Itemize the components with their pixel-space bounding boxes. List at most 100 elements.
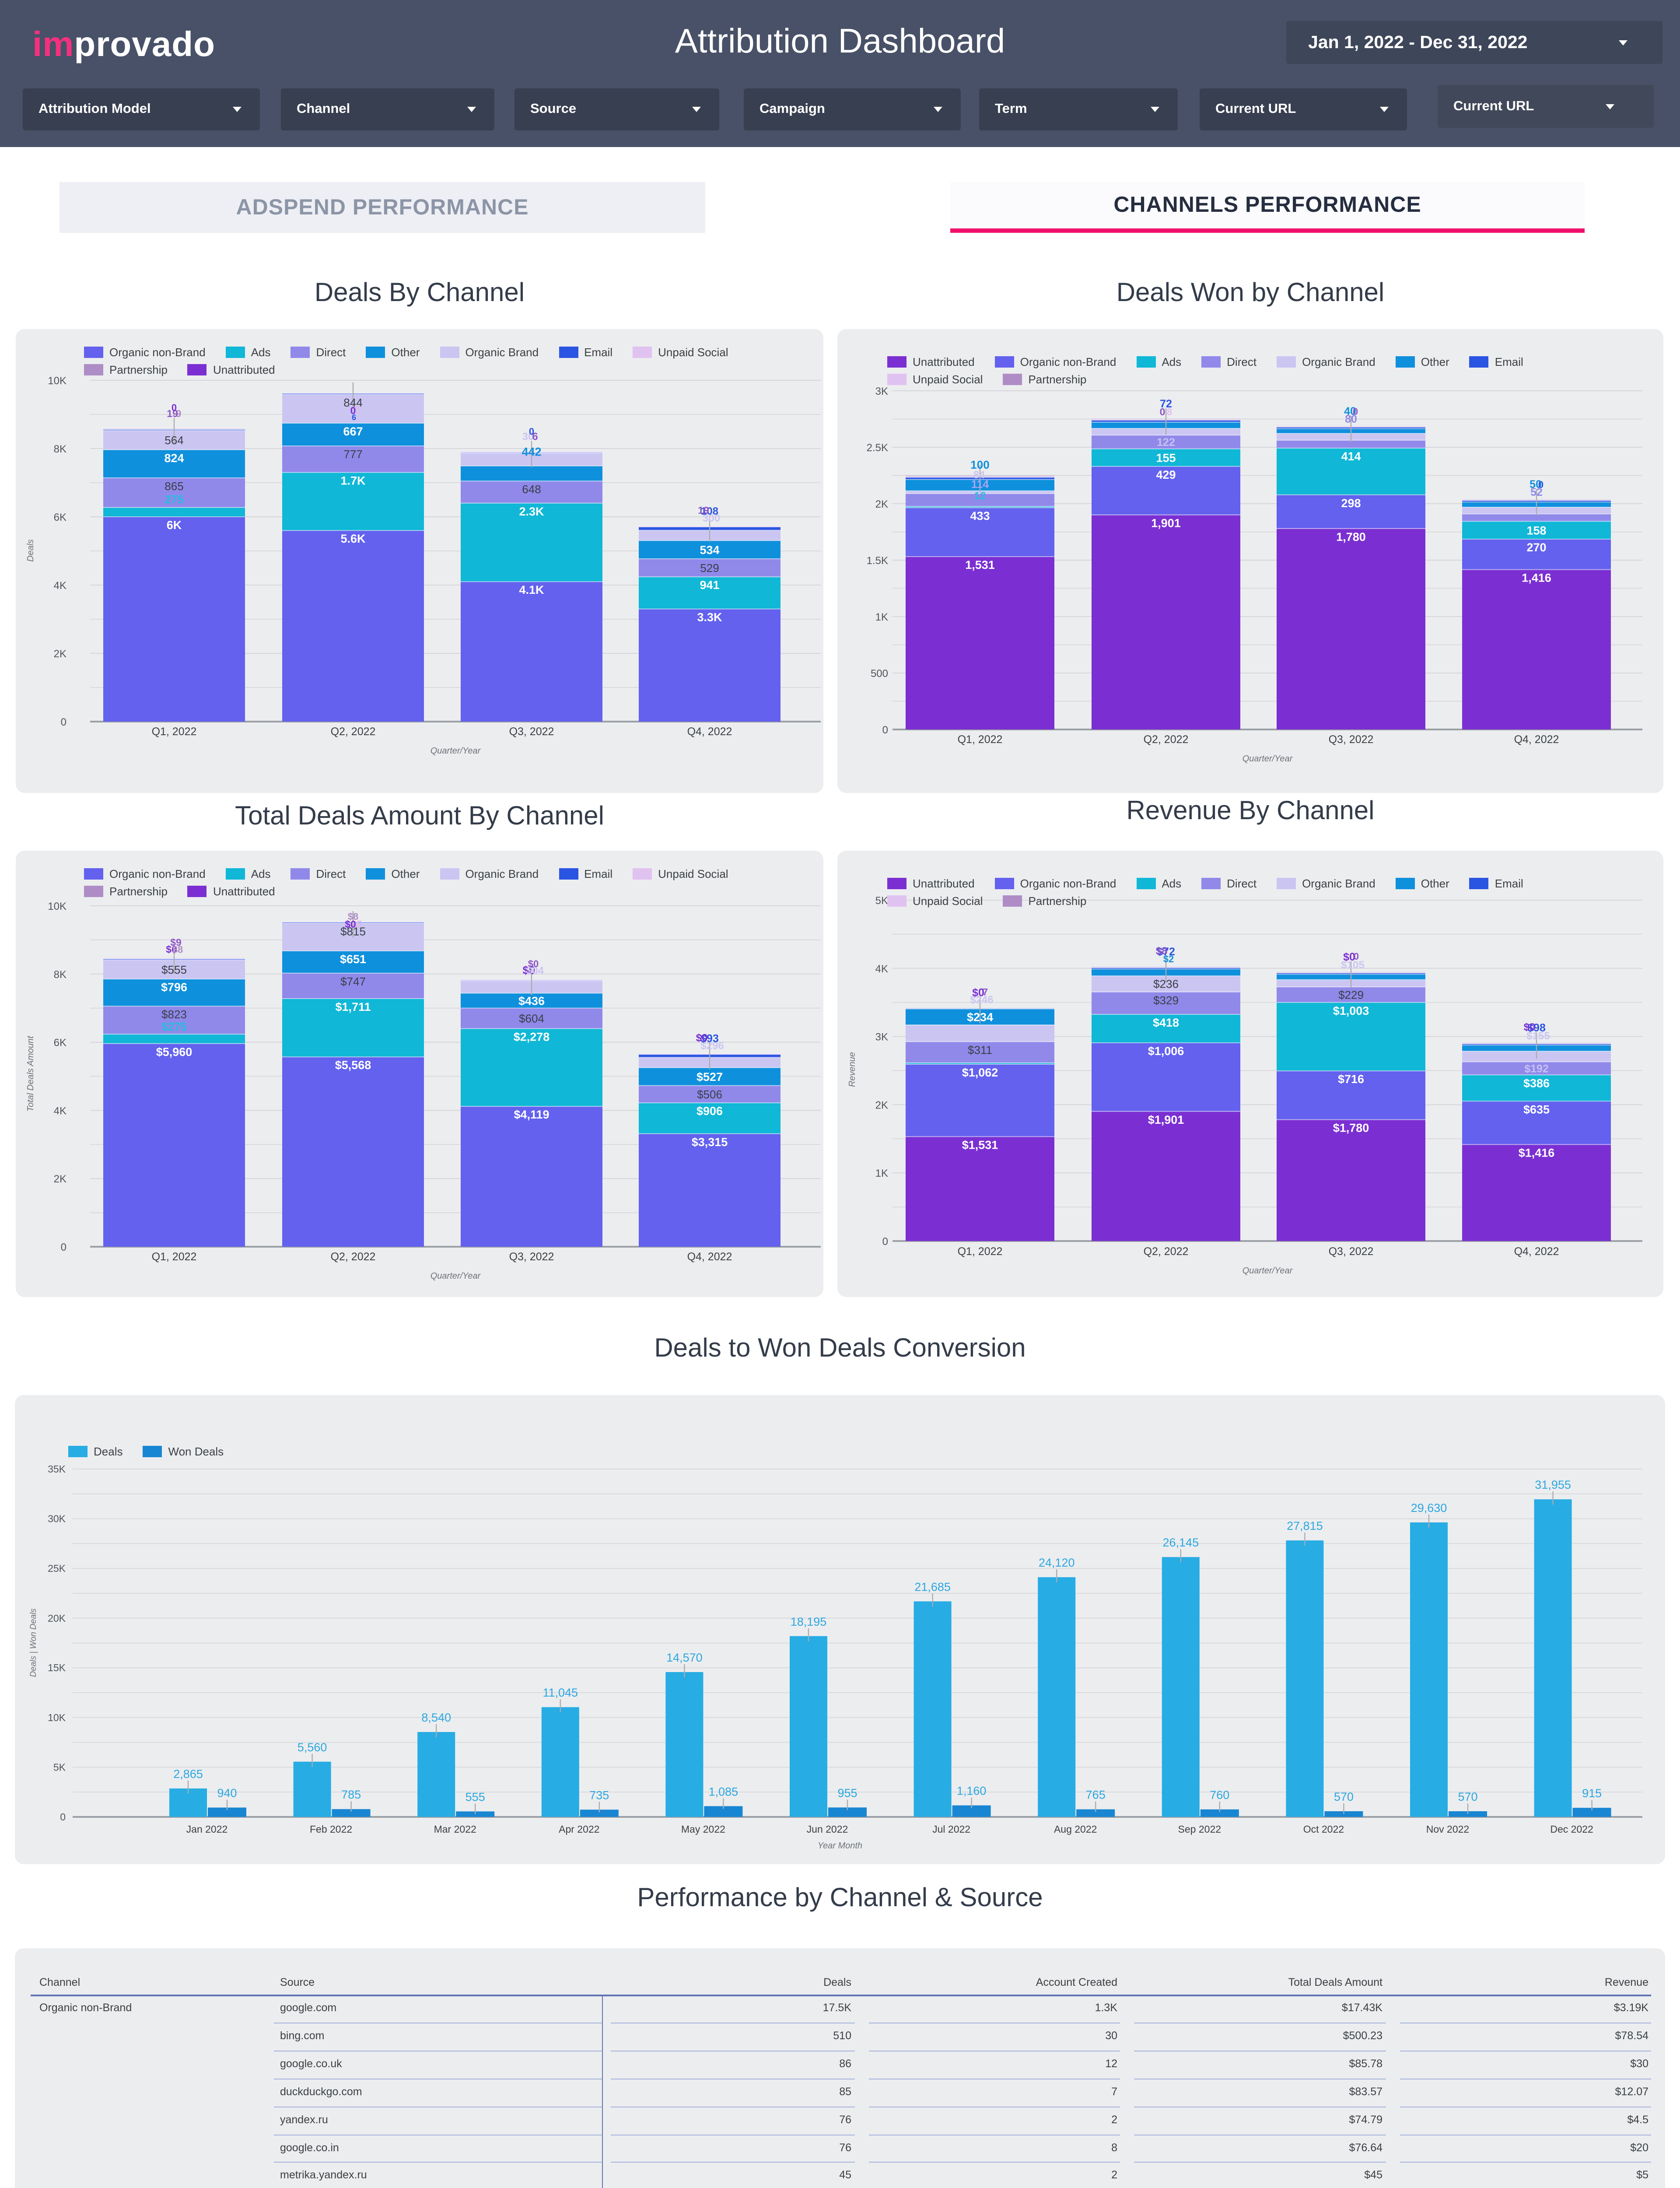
svg-text:$555: $555 <box>161 963 187 976</box>
svg-text:760: 760 <box>1210 1788 1229 1802</box>
svg-text:Total Deals Amount: Total Deals Amount <box>26 1035 35 1112</box>
svg-text:3K: 3K <box>875 1031 888 1043</box>
svg-text:8: 8 <box>354 404 360 415</box>
svg-text:6: 6 <box>532 431 538 443</box>
svg-text:3K: 3K <box>875 386 888 397</box>
svg-text:570: 570 <box>1458 1790 1477 1803</box>
svg-text:8K: 8K <box>54 443 66 455</box>
svg-text:29,630: 29,630 <box>1411 1501 1447 1515</box>
svg-text:$796: $796 <box>161 981 187 994</box>
svg-text:1K: 1K <box>875 1168 888 1179</box>
svg-text:15K: 15K <box>48 1662 66 1673</box>
svg-text:$436: $436 <box>518 994 545 1007</box>
svg-text:1.5K: 1.5K <box>867 555 888 567</box>
svg-text:$1,006: $1,006 <box>1148 1045 1184 1058</box>
svg-text:10K: 10K <box>48 1712 66 1723</box>
svg-text:0: 0 <box>61 1241 66 1253</box>
svg-text:May 2022: May 2022 <box>681 1823 725 1835</box>
svg-text:2K: 2K <box>54 648 66 660</box>
svg-text:4.1K: 4.1K <box>519 583 544 596</box>
svg-text:$0: $0 <box>1343 951 1355 963</box>
svg-text:$8: $8 <box>172 944 183 955</box>
svg-text:1,085: 1,085 <box>709 1785 738 1798</box>
svg-text:3.3K: 3.3K <box>697 611 722 624</box>
svg-text:0: 0 <box>1353 406 1358 417</box>
svg-text:2.3K: 2.3K <box>519 505 544 518</box>
svg-text:Jan 2022: Jan 2022 <box>186 1823 228 1835</box>
svg-text:Q4, 2022: Q4, 2022 <box>687 1251 732 1263</box>
svg-text:570: 570 <box>1334 1790 1354 1803</box>
svg-text:270: 270 <box>1526 541 1546 554</box>
svg-text:4K: 4K <box>875 963 888 975</box>
svg-text:940: 940 <box>217 1787 237 1800</box>
svg-text:$296: $296 <box>700 1040 724 1052</box>
svg-text:824: 824 <box>164 452 184 465</box>
svg-text:52: 52 <box>1530 486 1543 498</box>
svg-text:$275: $275 <box>161 1020 187 1033</box>
svg-text:8K: 8K <box>54 969 66 981</box>
svg-text:275: 275 <box>164 493 183 506</box>
svg-text:$229: $229 <box>1338 988 1364 1001</box>
svg-text:865: 865 <box>164 480 183 493</box>
svg-text:$93: $93 <box>700 1032 719 1045</box>
svg-text:414: 414 <box>1341 450 1361 463</box>
svg-text:14,570: 14,570 <box>666 1651 703 1664</box>
svg-text:Q4, 2022: Q4, 2022 <box>1514 1245 1559 1258</box>
svg-text:$418: $418 <box>1153 1016 1179 1029</box>
svg-text:2.5K: 2.5K <box>867 442 888 454</box>
svg-text:Year Month: Year Month <box>818 1841 862 1851</box>
svg-text:442: 442 <box>522 445 541 459</box>
svg-text:$527: $527 <box>696 1070 723 1083</box>
svg-text:21,685: 21,685 <box>914 1580 951 1593</box>
svg-text:2K: 2K <box>875 498 888 510</box>
svg-text:941: 941 <box>700 579 719 592</box>
svg-text:19: 19 <box>167 408 178 419</box>
svg-text:1,160: 1,160 <box>957 1785 987 1798</box>
svg-text:84: 84 <box>973 469 985 481</box>
svg-text:648: 648 <box>522 483 541 496</box>
svg-text:Q1, 2022: Q1, 2022 <box>958 1245 1003 1258</box>
svg-text:72: 72 <box>1160 398 1172 410</box>
svg-text:Q1, 2022: Q1, 2022 <box>152 1251 197 1263</box>
svg-text:$747: $747 <box>340 975 366 988</box>
svg-text:Jun 2022: Jun 2022 <box>807 1823 848 1835</box>
svg-text:555: 555 <box>466 1790 485 1803</box>
svg-text:534: 534 <box>700 543 719 557</box>
svg-text:80: 80 <box>1345 413 1357 425</box>
svg-text:2K: 2K <box>54 1173 66 1185</box>
svg-text:Quarter/Year: Quarter/Year <box>1242 1266 1293 1276</box>
svg-text:50: 50 <box>1530 478 1542 491</box>
svg-text:Q2, 2022: Q2, 2022 <box>331 1251 376 1263</box>
svg-text:Jul 2022: Jul 2022 <box>932 1823 970 1835</box>
svg-text:785: 785 <box>341 1788 361 1801</box>
svg-text:9: 9 <box>176 408 182 419</box>
svg-text:$0: $0 <box>696 1032 708 1044</box>
svg-text:18,195: 18,195 <box>791 1615 827 1628</box>
svg-text:5K: 5K <box>53 1761 66 1773</box>
svg-text:0: 0 <box>61 716 66 728</box>
svg-text:0: 0 <box>172 402 177 413</box>
svg-text:$04: $04 <box>526 965 544 977</box>
svg-text:$1,003: $1,003 <box>1333 1004 1369 1017</box>
svg-text:24,120: 24,120 <box>1039 1556 1075 1569</box>
svg-text:6K: 6K <box>54 1037 66 1049</box>
svg-text:Q1, 2022: Q1, 2022 <box>958 733 1003 746</box>
svg-text:$604: $604 <box>519 1012 544 1025</box>
svg-text:0: 0 <box>1354 951 1359 962</box>
svg-text:5K: 5K <box>875 895 888 907</box>
svg-text:7: 7 <box>983 987 988 998</box>
svg-text:10K: 10K <box>48 901 66 912</box>
svg-text:$3,315: $3,315 <box>692 1136 728 1149</box>
svg-text:0: 0 <box>350 405 356 416</box>
svg-text:Apr 2022: Apr 2022 <box>559 1823 599 1835</box>
svg-text:$0: $0 <box>1524 1021 1536 1033</box>
svg-text:$105: $105 <box>1341 959 1364 971</box>
svg-text:20K: 20K <box>48 1613 66 1624</box>
svg-text:$155: $155 <box>1526 1030 1550 1042</box>
svg-text:$5,960: $5,960 <box>156 1045 192 1059</box>
svg-text:114: 114 <box>971 478 989 491</box>
svg-text:5.6K: 5.6K <box>340 532 366 545</box>
svg-text:Aug 2022: Aug 2022 <box>1054 1823 1097 1835</box>
svg-text:777: 777 <box>343 448 362 461</box>
svg-text:10K: 10K <box>48 375 66 387</box>
